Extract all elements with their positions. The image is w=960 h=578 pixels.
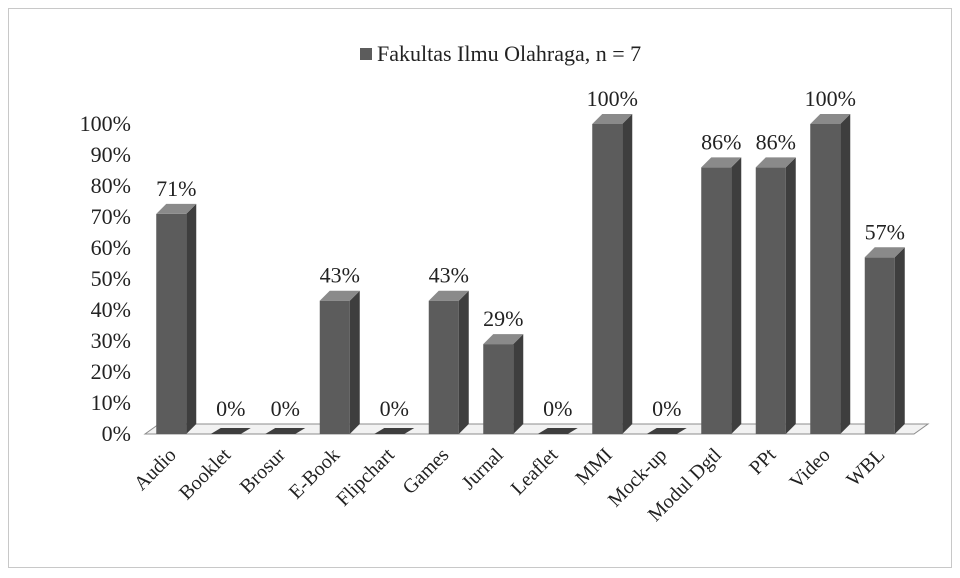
bar-front: [156, 213, 187, 434]
legend-label: Fakultas Ilmu Olahraga, n = 7: [377, 41, 641, 66]
legend: Fakultas Ilmu Olahraga, n = 7: [360, 41, 641, 66]
data-label: 29%: [483, 306, 523, 331]
bar-top: [701, 157, 742, 168]
bar: [864, 247, 905, 434]
bar-zero: [265, 428, 306, 434]
bar-top: [755, 157, 796, 168]
data-label: 0%: [543, 396, 572, 421]
category-label: Games: [398, 444, 453, 499]
bar: [592, 114, 633, 434]
bar-zero: [374, 428, 415, 434]
data-label: 0%: [380, 396, 409, 421]
legend-swatch: [360, 48, 372, 60]
bar-front: [810, 124, 841, 434]
data-label: 57%: [865, 219, 905, 244]
bars: [156, 114, 905, 434]
bar: [646, 428, 687, 434]
bar-front: [755, 167, 786, 434]
category-label: Audio: [130, 444, 181, 495]
y-tick-label: 60%: [91, 235, 131, 260]
data-label: 0%: [216, 396, 245, 421]
y-tick-label: 90%: [91, 142, 131, 167]
chart-frame: Fakultas Ilmu Olahraga, n = 7 0% 10% 20% 30…: [8, 8, 952, 568]
y-tick-label: 30%: [91, 328, 131, 353]
bar: [810, 114, 851, 434]
bar: [701, 157, 742, 434]
y-tick-label: 50%: [91, 266, 131, 291]
bar: [210, 428, 251, 434]
bar-top: [483, 334, 524, 345]
y-tick-label: 0%: [102, 421, 131, 446]
bar-side: [186, 203, 197, 434]
category-label: Brosur: [236, 444, 290, 498]
data-label: 100%: [805, 86, 856, 111]
category-label: MMI: [571, 444, 616, 489]
bar-side: [894, 247, 905, 434]
data-labels: 71% 0% 0% 43% 0% 43% 29% 0% 100% 0% 86% 86% 100% 57%: [156, 86, 905, 421]
bar-top: [156, 203, 197, 214]
bar-top: [810, 114, 851, 124]
bar-top: [428, 290, 469, 301]
y-tick-label: 40%: [91, 297, 131, 322]
y-tick-label: 100%: [80, 111, 131, 136]
bar-top: [864, 247, 905, 258]
data-label: 43%: [429, 263, 469, 288]
bar-side: [785, 157, 796, 434]
bar: [537, 428, 578, 434]
bar-zero: [210, 428, 251, 434]
bar: [374, 428, 415, 434]
data-label: 86%: [701, 129, 741, 154]
bar: [319, 290, 360, 434]
category-label: Booklet: [175, 444, 236, 505]
bar-side: [513, 334, 524, 434]
bar: [755, 157, 796, 434]
y-axis-ticks: 0% 10% 20% 30% 40% 50% 60% 70% 80% 90% 100%: [80, 111, 131, 446]
bar: [265, 428, 306, 434]
bar-front: [483, 344, 514, 434]
data-label: 86%: [756, 129, 796, 154]
bar-top: [592, 114, 633, 124]
bar-front: [592, 124, 623, 434]
bar-zero: [537, 428, 578, 434]
bar-front: [319, 300, 350, 434]
category-label: Flipchart: [332, 444, 399, 511]
category-label: Video: [786, 444, 835, 493]
y-tick-label: 70%: [91, 204, 131, 229]
bar: [483, 334, 524, 434]
category-label: Leaflet: [507, 444, 563, 500]
bar-side: [731, 157, 742, 434]
y-tick-label: 20%: [91, 359, 131, 384]
y-tick-label: 10%: [91, 390, 131, 415]
bar-front: [428, 300, 459, 434]
category-label: PPt: [745, 444, 781, 480]
bar-front: [864, 257, 895, 434]
bar-side: [349, 290, 360, 434]
data-label: 71%: [156, 176, 196, 201]
data-label: 100%: [587, 86, 638, 111]
bar-zero: [646, 428, 687, 434]
bar-chart: Fakultas Ilmu Olahraga, n = 7 0% 10% 20% 30…: [80, 41, 930, 526]
data-label: 0%: [271, 396, 300, 421]
bar: [428, 290, 469, 434]
y-tick-label: 80%: [91, 173, 131, 198]
category-label: Jurnal: [458, 444, 508, 494]
data-label: 0%: [652, 396, 681, 421]
category-label: WBL: [842, 444, 889, 491]
data-label: 43%: [320, 263, 360, 288]
bar-top: [319, 290, 360, 301]
bar-side: [458, 290, 469, 434]
bar: [156, 203, 197, 434]
bar-front: [701, 167, 732, 434]
bar-side: [840, 114, 851, 434]
bar-side: [622, 114, 633, 434]
